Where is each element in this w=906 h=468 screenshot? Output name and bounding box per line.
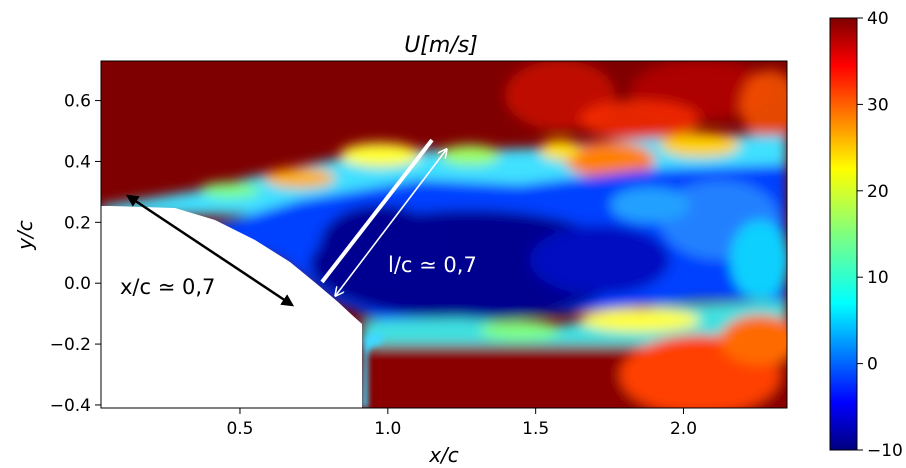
colorbar-tick-label: 0 xyxy=(867,355,878,375)
y-tick-label: 0.6 xyxy=(64,92,91,112)
x-axis: 0.5 1.0 1.5 2.0 xyxy=(226,408,697,439)
colorbar xyxy=(829,17,858,451)
y-axis: −0.4 −0.2 0.0 0.2 0.4 0.6 xyxy=(50,92,101,416)
field-edge-band xyxy=(362,332,385,408)
y-tick-label: −0.4 xyxy=(50,396,91,416)
colorbar-tick-label: 20 xyxy=(867,182,889,202)
heatmap-field xyxy=(101,61,787,408)
y-tick-label: 0.2 xyxy=(64,213,91,233)
colorbar-tick-label: 30 xyxy=(867,95,889,115)
x-tick-label: 1.5 xyxy=(522,419,549,439)
y-tick-label: −0.2 xyxy=(50,335,91,355)
x-tick-label: 1.0 xyxy=(374,419,401,439)
y-tick-label: 0.0 xyxy=(64,274,91,294)
colorbar-tick-label: 40 xyxy=(867,9,889,29)
black-double-arrow xyxy=(125,194,295,307)
y-tick-label: 0.4 xyxy=(64,152,91,172)
plot-frame xyxy=(100,60,788,409)
x-axis-title: x/c xyxy=(428,443,459,467)
annotation-lc: l/c ≃ 0,7 xyxy=(388,253,477,277)
x-tick-label: 0.5 xyxy=(226,419,253,439)
annotation-xc: x/c ≃ 0,7 xyxy=(120,275,215,299)
colorbar-ticks: −10 0 10 20 30 40 xyxy=(857,9,903,461)
y-axis-title: y/c xyxy=(13,220,37,251)
white-double-arrow xyxy=(336,150,446,295)
colorbar-tick-label: 10 xyxy=(867,268,889,288)
chart-title: U[m/s] xyxy=(404,33,478,58)
colorbar-tick-label: −10 xyxy=(867,441,903,461)
x-tick-label: 2.0 xyxy=(670,419,697,439)
